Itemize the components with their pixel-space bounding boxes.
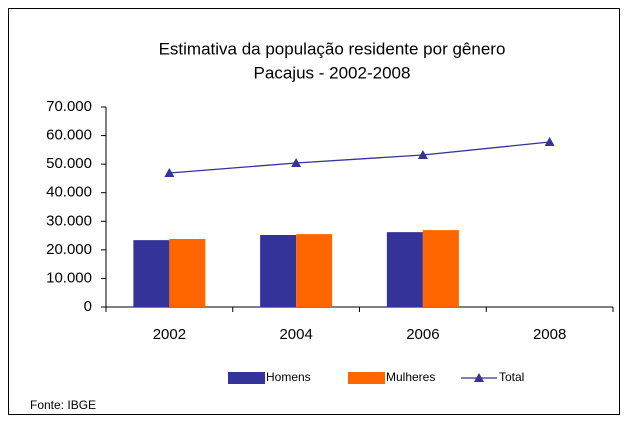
- bar: [169, 239, 206, 307]
- y-tick-label: 70.000: [46, 98, 92, 115]
- legend-swatch: [228, 372, 265, 384]
- chart-title: Estimativa da população residente por gê…: [159, 39, 506, 58]
- line-marker: [164, 168, 175, 177]
- line-marker: [417, 150, 428, 159]
- chart-border: [8, 8, 620, 415]
- x-tick-label: 2004: [279, 326, 312, 343]
- y-tick-label: 60.000: [46, 127, 92, 144]
- y-tick-label: 10.000: [46, 269, 92, 286]
- bar: [133, 240, 170, 307]
- source: Fonte: IBGE: [30, 398, 96, 412]
- legend-label: Homens: [266, 370, 311, 384]
- legend-marker: [474, 373, 484, 382]
- y-tick-label: 0: [84, 298, 92, 315]
- bar: [386, 232, 423, 307]
- line: [169, 141, 550, 174]
- bar: [422, 230, 459, 307]
- legend-label: Total: [499, 370, 524, 384]
- line-marker: [544, 137, 555, 146]
- legend-label: Mulheres: [386, 370, 435, 384]
- x-tick-label: 2008: [533, 326, 566, 343]
- bar: [296, 234, 333, 307]
- x-tick-label: 2002: [153, 326, 186, 343]
- y-tick-label: 40.000: [46, 184, 92, 201]
- y-tick-label: 50.000: [46, 155, 92, 172]
- x-tick-label: 2006: [406, 326, 439, 343]
- y-tick-label: 30.000: [46, 212, 92, 229]
- bar: [260, 235, 297, 307]
- legend-swatch: [348, 372, 385, 384]
- chart-subtitle: Pacajus - 2002-2008: [254, 63, 411, 82]
- y-tick-label: 20.000: [46, 241, 92, 258]
- line-marker: [291, 158, 302, 167]
